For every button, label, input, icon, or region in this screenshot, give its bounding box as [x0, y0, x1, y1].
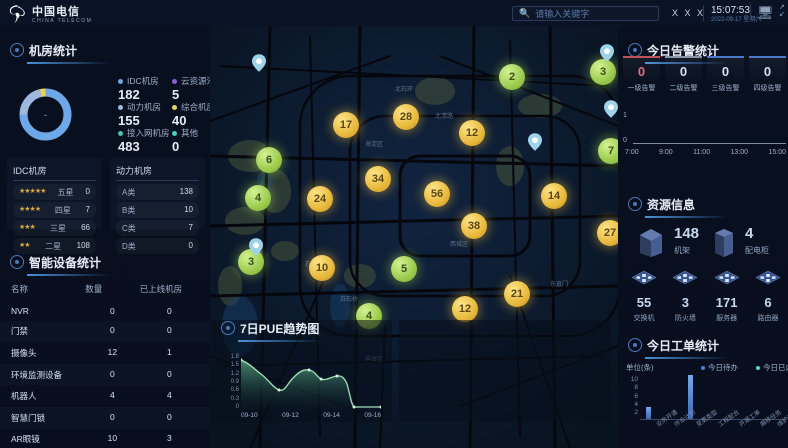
- svg-text:西城区: 西城区: [450, 241, 468, 248]
- svg-text:东直门: 东直门: [550, 280, 568, 288]
- svg-text:北清路: 北清路: [435, 112, 453, 120]
- svg-text:海淀区: 海淀区: [365, 140, 383, 148]
- svg-text:白石桥: 白石桥: [340, 295, 358, 303]
- svg-text:北石环: 北石环: [395, 85, 413, 93]
